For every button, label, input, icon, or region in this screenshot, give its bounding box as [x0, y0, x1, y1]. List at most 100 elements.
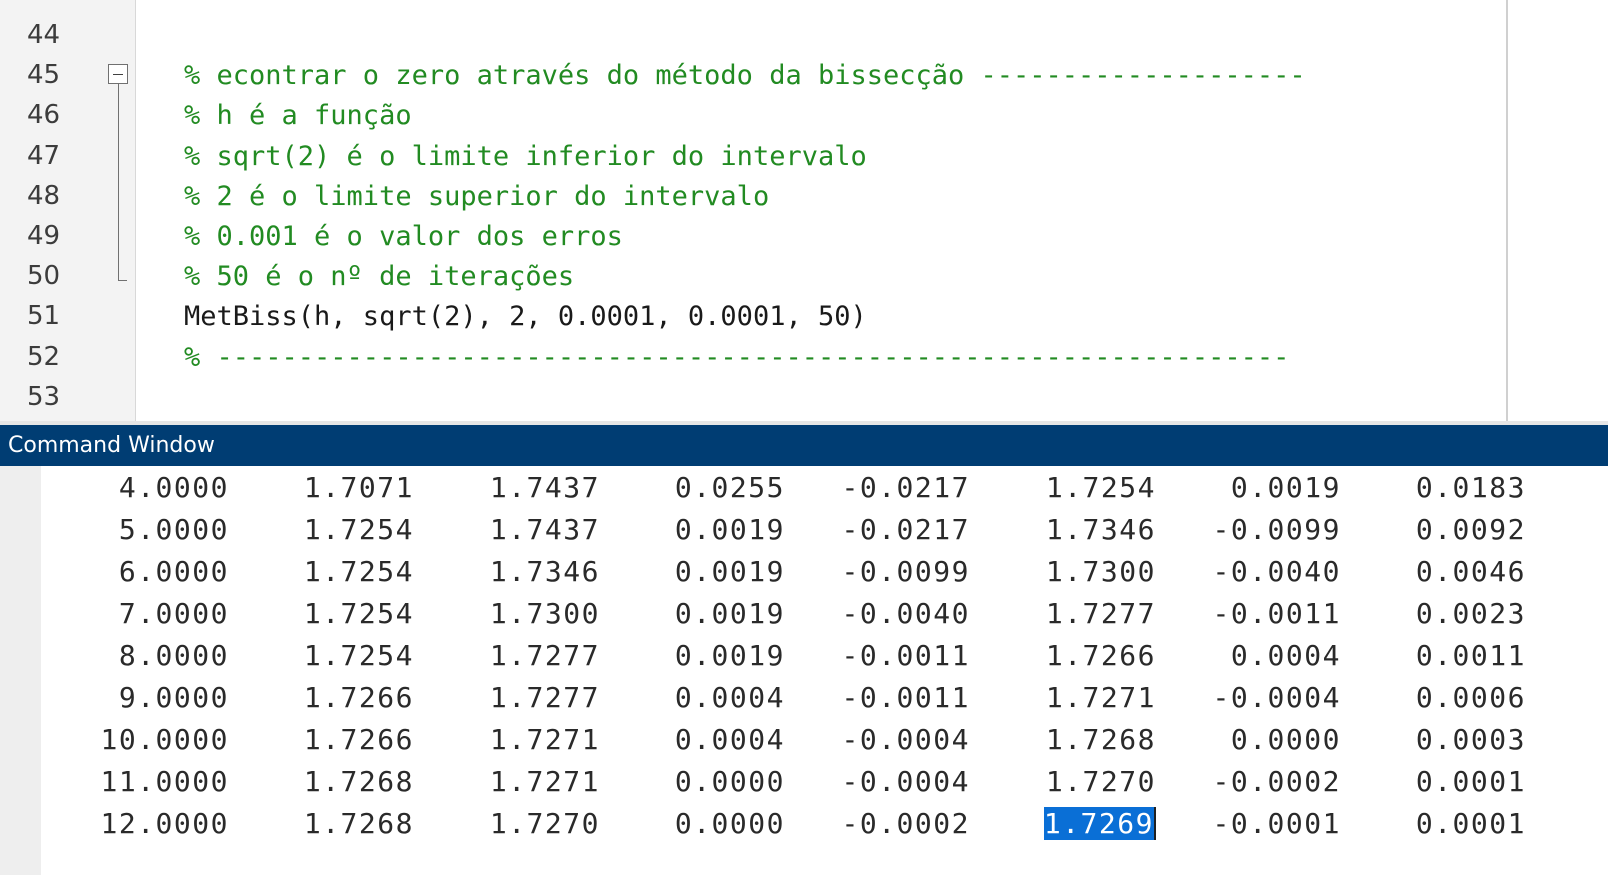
output-value: -0.0004 [841, 765, 970, 798]
code-line[interactable]: 52 % ------------------------------------… [0, 337, 1506, 378]
output-value: 0.0004 [674, 681, 785, 714]
code-line[interactable]: 44 [0, 15, 1506, 56]
output-cell: 1.7268 [996, 718, 1156, 761]
output-cell: 1.7277 [996, 592, 1156, 635]
output-value: 1.7277 [1045, 597, 1156, 630]
output-cell: 1.7268 [254, 802, 414, 845]
output-value: 0.0000 [674, 765, 785, 798]
output-value: -0.0004 [1212, 681, 1341, 714]
output-cell: 0.0004 [625, 718, 785, 761]
output-value: 1.7437 [489, 471, 600, 504]
line-number: 53 [27, 381, 61, 412]
line-number: 50 [27, 261, 61, 292]
output-value: 1.7271 [489, 723, 600, 756]
output-value: 1.7268 [303, 765, 414, 798]
code-editor[interactable]: 44 45 % econtrar o zero através do método … [0, 0, 1608, 421]
code-line[interactable]: 45 % econtrar o zero através do método da… [0, 55, 1506, 96]
output-cell: -0.0099 [810, 550, 970, 593]
output-cell: 0.0011 [1366, 634, 1526, 677]
output-cell: 0.0000 [625, 802, 785, 845]
output-cell: 8.0000 [69, 634, 229, 677]
output-value: 9.0000 [118, 681, 229, 714]
code-line[interactable]: 51 MetBiss(h, sqrt(2), 2, 0.0001, 0.0001,… [0, 296, 1506, 337]
output-cell: 0.0019 [1181, 466, 1341, 509]
output-value: 1.7266 [1045, 639, 1156, 672]
code-line[interactable]: 50 % 50 é o nº de iterações [0, 256, 1506, 297]
output-cell: 1.7254 [996, 466, 1156, 509]
output-cell: 9.0000 [69, 676, 229, 719]
output-value: 1.7254 [303, 513, 414, 546]
output-value: 0.0019 [674, 597, 785, 630]
code-line[interactable]: 48 % 2 é o limite superior do intervalo [0, 176, 1506, 217]
command-window[interactable]: 4.0000 1.7071 1.7437 0.0255 -0.0217 1.7254 0.0… [0, 466, 1608, 875]
selected-output-cell[interactable]: 1.7269 [996, 802, 1156, 845]
output-cell: 1.7437 [440, 466, 600, 509]
output-value: 1.7269 [1043, 807, 1156, 840]
output-value: 0.0183 [1415, 471, 1526, 504]
output-value: 1.7268 [1045, 723, 1156, 756]
command-window-output[interactable]: 4.0000 1.7071 1.7437 0.0255 -0.0217 1.7254 0.0… [41, 466, 1608, 875]
output-value: 1.7346 [1045, 513, 1156, 546]
output-cell: -0.0217 [810, 466, 970, 509]
output-value: -0.0217 [841, 471, 970, 504]
output-cell: 4.0000 [69, 466, 229, 509]
code-comment: % --------------------------------------… [184, 341, 1290, 373]
output-cell: -0.0011 [810, 676, 970, 719]
output-cell: 7.0000 [69, 592, 229, 635]
output-value: 6.0000 [118, 555, 229, 588]
output-cell: 1.7268 [254, 760, 414, 803]
output-cell: 1.7266 [254, 718, 414, 761]
output-value: 5.0000 [118, 513, 229, 546]
output-cell: 1.7277 [440, 676, 600, 719]
output-cell: -0.0002 [1181, 760, 1341, 803]
output-value: 1.7254 [303, 555, 414, 588]
line-number: 48 [27, 180, 61, 211]
output-value: 12.0000 [100, 807, 229, 840]
output-cell: 1.7300 [996, 550, 1156, 593]
output-value: 0.0001 [1415, 807, 1526, 840]
output-cell: 1.7271 [440, 718, 600, 761]
output-value: -0.0099 [1212, 513, 1341, 546]
code-area[interactable] [136, 0, 1506, 421]
output-cell: 6.0000 [69, 550, 229, 593]
editor-right-pane [1508, 0, 1608, 421]
output-cell: 1.7346 [440, 550, 600, 593]
code-comment: % 2 é o limite superior do intervalo [184, 180, 770, 212]
output-cell: -0.0099 [1181, 508, 1341, 551]
collapse-fold-icon[interactable] [108, 64, 128, 84]
output-cell: -0.0004 [810, 718, 970, 761]
output-row: 10.0000 1.7266 1.7271 0.0004 -0.0004 1.7268 0.… [41, 718, 1608, 761]
output-cell: -0.0004 [810, 760, 970, 803]
output-value: 0.0019 [1230, 471, 1341, 504]
output-value: 1.7346 [489, 555, 600, 588]
code-line[interactable]: 47 % sqrt(2) é o limite inferior do inter… [0, 136, 1506, 177]
output-row: 7.0000 1.7254 1.7300 0.0019 -0.0040 1.7277 -0.… [41, 592, 1608, 635]
code-comment: % 50 é o nº de iterações [184, 261, 575, 293]
output-cell: 0.0001 [1366, 760, 1526, 803]
output-value: 0.0092 [1415, 513, 1526, 546]
code-line[interactable]: 46 % h é a função [0, 95, 1506, 136]
output-row: 12.0000 1.7268 1.7270 0.0000 -0.0002 1.7269 -0… [41, 802, 1608, 845]
output-value: -0.0004 [841, 723, 970, 756]
output-cell: 1.7254 [254, 592, 414, 635]
output-value: 0.0019 [674, 513, 785, 546]
code-line[interactable]: 49 % 0.001 é o valor dos erros [0, 216, 1506, 257]
code-line[interactable]: 53 [0, 377, 1506, 418]
output-cell: 1.7277 [440, 634, 600, 677]
output-value: 0.0019 [674, 639, 785, 672]
output-value: 0.0000 [674, 807, 785, 840]
output-cell: 1.7254 [254, 634, 414, 677]
code-comment: % 0.001 é o valor dos erros [184, 221, 623, 252]
output-row: 11.0000 1.7268 1.7271 0.0000 -0.0004 1.7270 -0… [41, 760, 1608, 803]
output-value: 0.0001 [1415, 765, 1526, 798]
pane-splitter[interactable] [0, 421, 1608, 425]
output-cell: 5.0000 [69, 508, 229, 551]
output-row: 5.0000 1.7254 1.7437 0.0019 -0.0217 1.7346 -0.… [41, 508, 1608, 551]
output-cell: -0.0011 [810, 634, 970, 677]
output-value: -0.0011 [841, 639, 970, 672]
output-value: 4.0000 [118, 471, 229, 504]
output-cell: 1.7270 [996, 760, 1156, 803]
output-cell: 0.0019 [625, 508, 785, 551]
fold-bracket-end [118, 280, 127, 281]
output-cell: 0.0006 [1366, 676, 1526, 719]
